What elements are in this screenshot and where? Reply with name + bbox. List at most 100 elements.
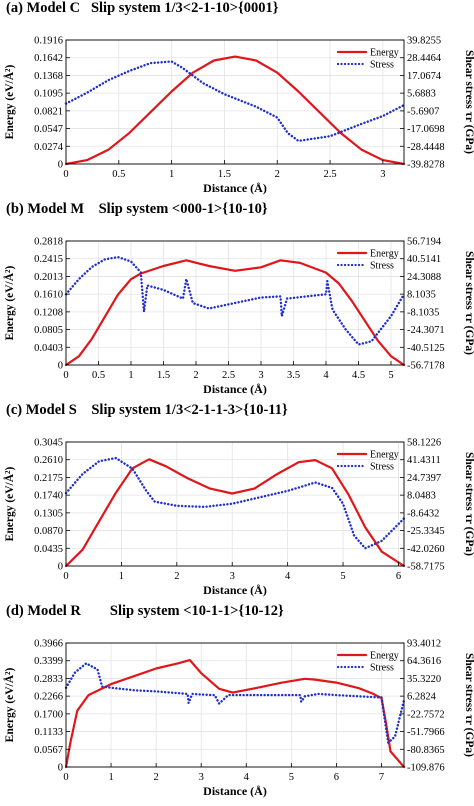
x-tick-label: 0: [63, 370, 68, 381]
y2-tick-label: 24.7397: [407, 473, 441, 484]
y2-tick-label: -80.8365: [407, 745, 445, 756]
y2-axis-label: Shear stress τr (GPa): [463, 251, 474, 355]
series-line-stress: [64, 662, 406, 744]
y2-tick-label: 35.3220: [407, 674, 441, 685]
x-tick-label: 1.5: [157, 370, 170, 381]
legend-label: Stress: [370, 261, 394, 272]
y2-tick-label: -109.876: [407, 763, 445, 774]
grid: [65, 642, 404, 768]
x-tick-label: 6: [396, 571, 401, 582]
x-tick-label: 3: [230, 571, 235, 582]
y-tick-label: 0: [58, 160, 63, 171]
x-axis-label: Distance (Å): [203, 583, 267, 597]
y-tick-label: 0.1610: [34, 290, 63, 301]
legend-label: Stress: [370, 60, 394, 71]
grid: [65, 39, 404, 165]
y2-tick-label: 56.7194: [407, 237, 442, 248]
chart-title: (d) Model R Slip system <10-1-1>{10-12}: [6, 603, 284, 619]
y2-tick-label: 8.1035: [407, 290, 436, 301]
y2-tick-label: -58.7175: [407, 562, 445, 573]
y-tick-label: 0.2266: [34, 692, 63, 703]
x-tick-label: 6: [334, 772, 339, 783]
chart-panel-d: (d) Model R Slip system <10-1-1>{10-12} …: [0, 603, 474, 806]
y-tick-label: 0.1700: [34, 709, 63, 720]
y2-tick-label: 93.4012: [407, 639, 441, 650]
x-tick-label: 5: [289, 772, 294, 783]
x-tick-label: 4: [323, 370, 329, 381]
legend-label: Energy: [370, 450, 399, 461]
y2-tick-label: 8.0483: [407, 491, 436, 502]
y-tick-label: 0.0274: [34, 142, 64, 153]
y-tick-label: 0.1642: [34, 53, 63, 64]
y-tick-label: 0.1133: [35, 727, 64, 738]
y2-tick-label: -51.7966: [407, 727, 445, 738]
y2-tick-label: -8.6432: [407, 508, 439, 519]
y2-axis-label: Shear stress τr (GPa): [463, 653, 474, 757]
x-tick-label: 7: [379, 772, 384, 783]
legend-label: Stress: [370, 462, 394, 473]
x-tick-label: 2: [193, 370, 198, 381]
y2-tick-label: -40.5125: [407, 343, 445, 354]
y-tick-label: 0.2415: [34, 254, 63, 265]
chart-panel-b: (b) Model M Slip system <000-1>{10-10} 0…: [0, 201, 474, 402]
y-tick-label: 0.2013: [34, 272, 63, 283]
chart-b: 0 0.5 1 1.5 2 2.5 3 3.5 4 4.5 5 0 0.0403 0.0805 0.1208…: [2, 237, 474, 397]
x-tick-label: 5: [388, 370, 393, 381]
series-line-energy: [64, 259, 406, 367]
x-tick-label: 2: [174, 571, 179, 582]
y2-tick-label: -56.7178: [407, 361, 445, 372]
x-tick-label: 0: [63, 571, 68, 582]
y-tick-label: 0: [58, 562, 63, 573]
series-line-energy: [64, 458, 406, 568]
y2-tick-label: 41.4311: [407, 455, 441, 466]
y-tick-label: 0.3966: [34, 639, 63, 650]
x-tick-label: 2: [154, 772, 159, 783]
y2-axis-label: Shear stress τr (GPa): [463, 50, 474, 154]
y-tick-label: 0.3399: [34, 656, 63, 667]
x-tick-label: 1: [108, 772, 113, 783]
y-tick-label: 0.2833: [34, 674, 63, 685]
y2-tick-label: 17.0674: [407, 71, 442, 82]
y2-tick-label: 58.1226: [407, 438, 441, 449]
x-tick-label: 3.5: [287, 370, 300, 381]
chart-panel-a: (a) Model C Slip system 1/3<2-1-10>{0001…: [0, 0, 474, 201]
x-tick-label: 0.5: [92, 370, 105, 381]
x-tick-label: 2.5: [324, 169, 337, 180]
chart-title: (b) Model M Slip system <000-1>{10-10}: [6, 201, 268, 217]
x-tick-label: 4.5: [352, 370, 365, 381]
y-tick-label: 0: [58, 763, 63, 774]
legend-label: Stress: [370, 663, 394, 674]
y2-tick-label: 64.3616: [407, 656, 441, 667]
y-tick-label: 0.0567: [34, 745, 63, 756]
y2-tick-label: -28.4448: [407, 142, 445, 153]
series-line-stress: [64, 456, 406, 550]
plot-frame: [65, 39, 405, 165]
x-tick-label: 0: [63, 772, 68, 783]
x-tick-label: 0.5: [112, 169, 125, 180]
y2-tick-label: -22.7572: [407, 709, 445, 720]
x-tick-label: 1.5: [218, 169, 231, 180]
x-tick-label: 3: [199, 772, 204, 783]
y-tick-label: 0.0403: [34, 343, 63, 354]
y-tick-label: 0.2610: [34, 455, 63, 466]
y-tick-label: 0.1916: [34, 36, 63, 47]
y2-tick-label: 6.2824: [407, 692, 437, 703]
x-tick-label: 1: [128, 370, 133, 381]
x-axis-label: Distance (Å): [203, 784, 267, 798]
x-tick-label: 2: [275, 169, 280, 180]
plot-frame: [65, 642, 405, 768]
x-tick-label: 1: [119, 571, 124, 582]
series-line-stress: [64, 255, 406, 346]
x-tick-label: 3: [380, 169, 385, 180]
chart-a: 0 0.5 1 1.5 2 2.5 3 0 0.0274 0.0547 0.0821 0.1095 0.…: [2, 36, 474, 196]
y2-tick-label: 5.6883: [407, 89, 436, 100]
y2-tick-label: 24.3088: [407, 272, 441, 283]
legend-label: Energy: [370, 651, 399, 662]
plot-frame: [65, 240, 405, 366]
chart-d: 0 1 2 3 4 5 6 7 0 0.0567 0.1133 0.1700 0.2266 0.2833 0…: [2, 639, 474, 799]
legend-label: Energy: [370, 249, 399, 260]
y2-tick-label: -25.3345: [407, 526, 445, 537]
